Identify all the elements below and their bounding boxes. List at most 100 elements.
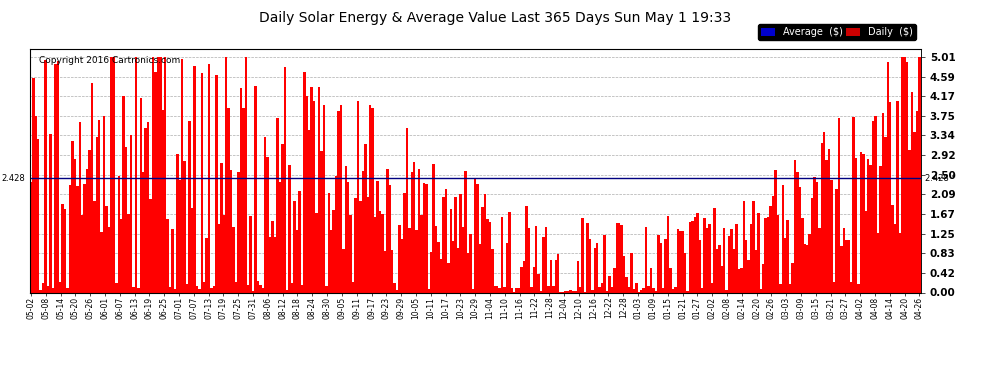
Bar	[320, 152, 323, 292]
Bar	[274, 237, 276, 292]
Bar	[566, 291, 569, 292]
Bar	[738, 269, 741, 292]
Bar	[569, 290, 571, 292]
Bar	[872, 121, 874, 292]
Bar	[616, 223, 618, 292]
Bar	[631, 253, 633, 292]
Bar	[833, 282, 836, 292]
Bar	[251, 291, 254, 292]
Bar	[718, 245, 721, 292]
Bar	[196, 286, 198, 292]
Bar	[596, 243, 599, 292]
Bar	[647, 286, 649, 292]
Bar	[269, 237, 271, 292]
Bar	[208, 64, 210, 292]
Bar	[238, 172, 240, 292]
Bar	[818, 228, 821, 292]
Bar	[445, 189, 447, 292]
Bar	[233, 226, 235, 292]
Bar	[736, 224, 738, 292]
Bar	[549, 260, 552, 292]
Bar	[608, 276, 611, 292]
Bar	[842, 228, 845, 292]
Bar	[759, 290, 762, 292]
Bar	[484, 194, 486, 292]
Bar	[919, 57, 921, 292]
Bar	[110, 57, 113, 292]
Bar	[423, 183, 425, 292]
Bar	[186, 284, 188, 292]
Bar	[526, 206, 528, 292]
Bar	[594, 248, 596, 292]
Bar	[125, 147, 128, 292]
Bar	[649, 267, 652, 292]
Bar	[181, 59, 183, 292]
Bar	[886, 62, 889, 292]
Bar	[852, 117, 854, 292]
Bar	[56, 61, 59, 292]
Bar	[781, 184, 784, 292]
Bar	[40, 290, 42, 292]
Bar	[521, 267, 523, 292]
Bar	[333, 210, 335, 292]
Bar	[401, 239, 403, 292]
Bar	[489, 222, 491, 292]
Bar	[579, 286, 581, 292]
Bar	[393, 283, 396, 292]
Bar	[657, 235, 659, 292]
Bar	[857, 284, 859, 292]
Bar	[799, 186, 801, 292]
Bar	[83, 184, 86, 292]
Bar	[188, 122, 191, 292]
Text: Daily Solar Energy & Average Value Last 365 Days Sun May 1 19:33: Daily Solar Energy & Average Value Last …	[259, 11, 731, 25]
Bar	[245, 57, 247, 292]
Bar	[867, 159, 869, 292]
Bar	[32, 78, 35, 292]
Bar	[606, 291, 608, 292]
Bar	[626, 277, 628, 292]
Bar	[671, 289, 674, 292]
Bar	[772, 196, 774, 292]
Bar	[530, 287, 533, 292]
Bar	[523, 261, 526, 292]
Bar	[308, 130, 311, 292]
Bar	[535, 226, 538, 292]
Bar	[491, 249, 493, 292]
Bar	[42, 283, 45, 292]
Bar	[438, 242, 440, 292]
Bar	[191, 208, 193, 292]
Bar	[901, 57, 904, 292]
Bar	[464, 171, 466, 292]
Bar	[691, 221, 694, 292]
Bar	[479, 244, 481, 292]
Bar	[440, 259, 443, 292]
Bar	[747, 260, 749, 292]
Bar	[201, 73, 203, 292]
Bar	[47, 286, 50, 292]
Bar	[789, 284, 791, 292]
Bar	[193, 66, 196, 292]
Bar	[81, 215, 83, 292]
Bar	[704, 218, 706, 292]
Bar	[128, 214, 130, 292]
Bar	[288, 165, 291, 292]
Bar	[76, 186, 78, 292]
Bar	[461, 227, 464, 292]
Bar	[498, 288, 501, 292]
Bar	[459, 194, 461, 292]
Bar	[643, 288, 644, 292]
Bar	[210, 288, 213, 292]
Bar	[713, 208, 716, 292]
Bar	[452, 241, 454, 292]
Bar	[694, 216, 696, 292]
Bar	[151, 57, 154, 292]
Bar	[408, 228, 411, 292]
Bar	[544, 227, 547, 292]
Bar	[430, 252, 433, 292]
Bar	[281, 144, 283, 292]
Bar	[486, 219, 489, 292]
Bar	[869, 165, 872, 292]
Bar	[156, 57, 159, 292]
Bar	[628, 286, 631, 292]
Bar	[894, 224, 896, 292]
